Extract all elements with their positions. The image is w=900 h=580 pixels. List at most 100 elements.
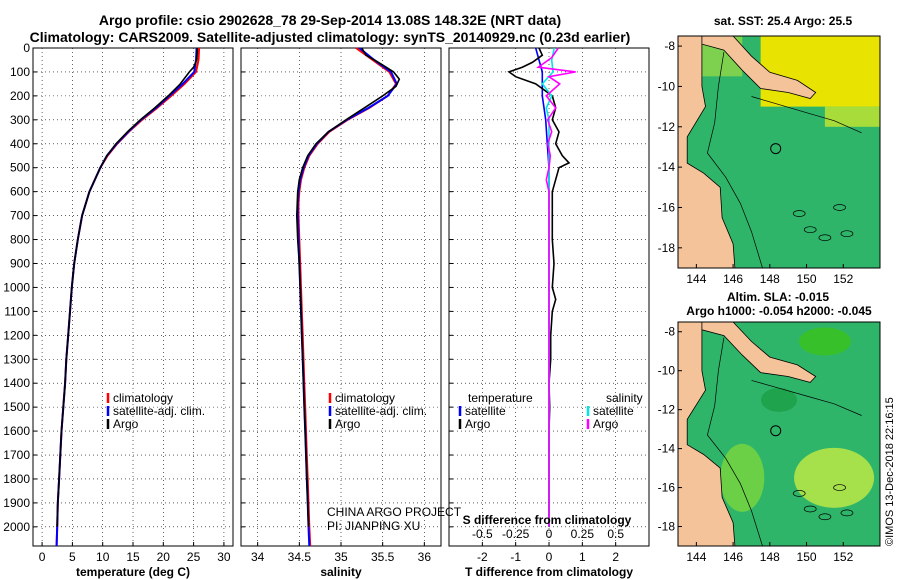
y-tick-label: 700 <box>10 209 30 223</box>
project-annotation: PI: JIANPING XU <box>327 519 420 533</box>
sst-map-x-tick-label: 148 <box>760 272 780 286</box>
x-tick-label: 0 <box>546 550 553 564</box>
y-tick-label: 0 <box>23 41 30 55</box>
sst-map-y-tick-label: -16 <box>658 200 676 214</box>
sst-map-x-tick-label: 144 <box>686 272 706 286</box>
temp-legend-label: satellite-adj. clim. <box>113 404 205 418</box>
sla-map-x-tick-label: 144 <box>686 550 706 564</box>
y-tick-label: 500 <box>10 161 30 175</box>
diff-legend-right-label: Argo <box>593 417 619 431</box>
sla-map-y-tick-label: -14 <box>658 442 676 456</box>
x-tick-label: 5 <box>69 550 76 564</box>
sst-map-frame <box>677 35 881 269</box>
sla-isobath <box>707 337 763 547</box>
x-axis-label: temperature (deg C) <box>76 565 190 579</box>
x-tick-label: 35.5 <box>371 550 395 564</box>
sla-map-x-tick-label: 152 <box>833 550 853 564</box>
diff-secondary-tick-label: -0.5 <box>472 527 493 541</box>
sla-map-title-line1: Altim. SLA: -0.015 <box>726 290 830 304</box>
sst-map-y-tick-label: -8 <box>664 39 675 53</box>
sla-map-y-tick-label: -18 <box>658 520 676 534</box>
sla-mid-patch <box>798 327 851 356</box>
diff-secondary-tick-label: -0.25 <box>502 527 530 541</box>
sst-new-guinea-land <box>701 35 817 99</box>
sst-reef-outline <box>840 230 854 238</box>
y-tick-label: 1900 <box>3 496 30 510</box>
series-line-argo <box>56 48 198 527</box>
x-tick-label: 15 <box>126 550 140 564</box>
y-tick-label: 1000 <box>3 280 30 294</box>
temp-legend-label: climatology <box>113 391 173 405</box>
sal-legend-label: satellite-adj. clim. <box>335 404 427 418</box>
sla-new-guinea-land <box>701 321 817 383</box>
x-tick-label: 10 <box>96 550 110 564</box>
sla-reef-outline <box>803 505 817 513</box>
sst-reef-outline <box>833 204 846 211</box>
sla-reef-outline <box>792 490 806 497</box>
sst-reef-outline <box>792 210 806 217</box>
diff-secondary-axis-label: S difference from climatology <box>463 513 632 527</box>
diff-legend-title-right: salinity <box>606 391 643 405</box>
y-tick-label: 1200 <box>3 328 30 342</box>
x-tick-label: 0 <box>39 550 46 564</box>
sla-high-patch <box>794 447 875 508</box>
diff-secondary-tick-label: 0 <box>546 527 553 541</box>
sst-map-title: sat. SST: 25.4 Argo: 25.5 <box>713 14 853 28</box>
sst-isobath <box>751 96 862 134</box>
sst-map-y-tick-label: -14 <box>658 160 676 174</box>
y-tick-label: 600 <box>10 185 30 199</box>
sla-map-y-tick-label: -12 <box>658 403 676 417</box>
y-tick-label: 1800 <box>3 472 30 486</box>
diff-legend-left-label: satellite <box>465 404 506 418</box>
x-tick-label: 20 <box>157 550 171 564</box>
sla-isobath <box>751 380 862 416</box>
y-tick-label: 200 <box>10 89 30 103</box>
diff-legend-title-left: temperature <box>468 391 533 405</box>
y-tick-label: 1700 <box>3 448 30 462</box>
sla-map-title-line2: Argo h1000: -0.054 h2000: -0.045 <box>686 304 872 318</box>
diff-legend-right-label: satellite <box>593 404 634 418</box>
diff-legend-left-label: Argo <box>465 417 491 431</box>
y-tick-label: 1600 <box>3 424 30 438</box>
sst-reef-outline <box>803 226 817 234</box>
y-tick-label: 800 <box>10 233 30 247</box>
sal-legend-label: Argo <box>335 417 361 431</box>
sst-map-x-tick-label: 146 <box>723 272 743 286</box>
sla-high-patch <box>720 443 765 512</box>
sst-argo-location-marker <box>770 143 782 155</box>
x-tick-label: 35 <box>334 550 348 564</box>
x-tick-label: -1 <box>510 550 521 564</box>
y-tick-label: 1300 <box>3 352 30 366</box>
sla-map-frame <box>677 321 881 547</box>
sst-mid-patch <box>824 106 880 127</box>
sla-reef-outline <box>818 513 832 521</box>
diff-secondary-tick-label: 0.5 <box>607 527 624 541</box>
x-axis-label: T difference from climatology <box>465 565 633 579</box>
sla-map-x-tick-label: 148 <box>760 550 780 564</box>
sst-reef-outline <box>818 234 832 242</box>
sla-low-patch <box>761 387 797 412</box>
x-tick-label: 34 <box>251 550 265 564</box>
series-line-s-argo <box>536 47 576 527</box>
sst-isobath <box>707 52 763 269</box>
sst-warm-patch <box>760 36 880 107</box>
series-line-argo <box>295 47 401 527</box>
sla-map-y-tick-label: -8 <box>664 325 675 339</box>
sst-map-y-tick-label: -18 <box>658 241 676 255</box>
y-tick-label: 2000 <box>3 520 30 534</box>
y-tick-label: 1100 <box>4 304 30 318</box>
y-tick-label: 1400 <box>3 376 30 390</box>
temp-legend-label: Argo <box>113 417 139 431</box>
sla-reef-outline <box>833 484 846 491</box>
chart-title-line2: Climatology: CARS2009. Satellite-adjuste… <box>29 29 631 45</box>
x-tick-label: 36 <box>418 550 432 564</box>
x-tick-label: 1 <box>579 550 586 564</box>
sal-legend-label: climatology <box>335 391 395 405</box>
sst-map-y-tick-label: -12 <box>658 120 676 134</box>
project-annotation: CHINA ARGO PROJECT <box>327 505 462 519</box>
sla-map-x-tick-label: 146 <box>723 550 743 564</box>
sst-map-y-tick-label: -10 <box>658 79 676 93</box>
x-tick-label: 30 <box>217 550 231 564</box>
sla-map-y-tick-label: -10 <box>658 364 676 378</box>
